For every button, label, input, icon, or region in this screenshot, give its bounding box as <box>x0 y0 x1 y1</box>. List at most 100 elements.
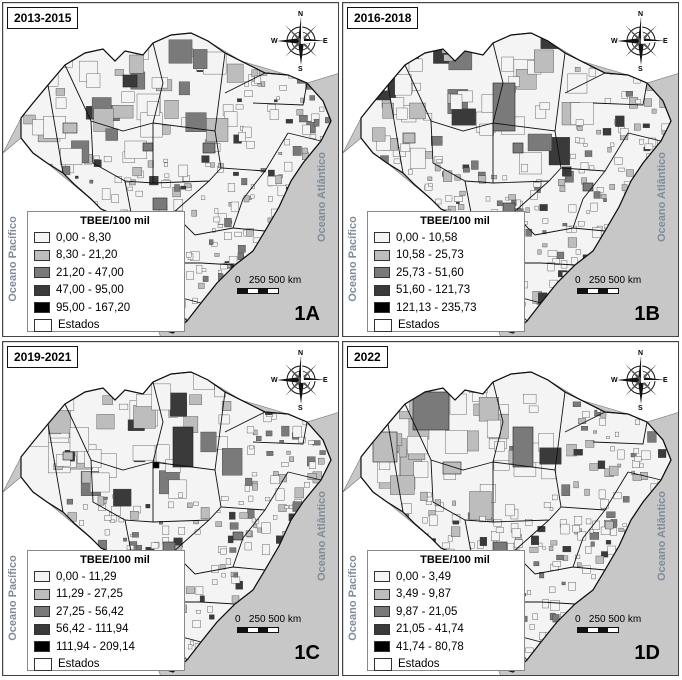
municipality <box>306 584 314 593</box>
municipality <box>180 185 187 190</box>
municipality <box>283 329 288 333</box>
municipality <box>647 572 656 583</box>
municipality <box>300 602 305 607</box>
municipality <box>191 209 197 217</box>
municipality <box>648 154 656 161</box>
state-boundary <box>572 170 606 229</box>
municipality <box>178 164 188 177</box>
municipality <box>645 188 652 195</box>
municipality <box>168 501 174 509</box>
municipality <box>630 453 637 458</box>
municipality <box>200 507 210 519</box>
municipality <box>276 292 284 301</box>
municipality <box>649 546 656 552</box>
municipality <box>445 430 468 454</box>
municipality <box>495 527 504 533</box>
municipality <box>224 232 232 240</box>
municipality <box>258 642 265 649</box>
municipality <box>161 180 171 188</box>
municipality <box>238 501 244 505</box>
municipality <box>458 204 465 210</box>
municipality <box>666 609 671 613</box>
municipality <box>293 207 297 211</box>
municipality <box>283 306 290 315</box>
compass-w: W <box>611 38 618 45</box>
municipality <box>642 220 651 232</box>
municipality <box>294 487 304 499</box>
legend: TBEE/100 mil 0,00 - 10,58 10,58 - 25,73 25,… <box>367 211 525 332</box>
municipality <box>667 186 671 190</box>
municipality-highlight <box>512 142 524 154</box>
municipality <box>325 81 331 89</box>
municipality <box>667 248 671 254</box>
state-boundary <box>152 42 164 124</box>
municipality <box>330 517 331 527</box>
municipality <box>539 632 546 640</box>
municipality <box>644 586 651 592</box>
municipality <box>105 128 118 141</box>
legend-entry-states: Estados <box>374 656 518 674</box>
municipality <box>573 305 580 310</box>
municipality <box>580 267 586 273</box>
municipality <box>147 160 154 168</box>
municipality <box>220 548 227 555</box>
municipality <box>123 537 127 542</box>
municipality <box>283 653 289 660</box>
municipality <box>186 252 192 258</box>
municipality <box>207 305 213 310</box>
municipality <box>262 296 266 301</box>
municipality <box>205 162 211 167</box>
municipality <box>583 143 588 147</box>
state-boundary <box>152 52 226 132</box>
municipality <box>429 514 438 526</box>
municipality <box>639 253 648 265</box>
municipality <box>521 164 528 173</box>
municipality <box>289 456 294 462</box>
municipality <box>279 580 287 586</box>
municipality <box>673 262 679 267</box>
municipality <box>493 519 502 527</box>
municipality <box>667 214 671 220</box>
legend-entry: 121,13 - 235,73 <box>374 299 518 317</box>
scale-bar-label: 0 250 500 km <box>575 614 642 625</box>
municipality <box>469 491 492 520</box>
municipality <box>193 520 199 525</box>
municipality <box>428 183 433 187</box>
municipality <box>616 602 621 606</box>
municipality <box>286 544 296 555</box>
municipality <box>561 331 569 333</box>
municipality <box>478 175 487 182</box>
municipality <box>605 655 613 665</box>
compass-s: S <box>298 405 303 410</box>
municipality <box>533 182 541 188</box>
municipality <box>317 426 326 434</box>
panel-label: 1B <box>634 303 660 325</box>
ocean-atlantic-label: Oceano Atlântico <box>656 490 668 582</box>
municipality <box>554 662 562 668</box>
municipality <box>266 451 274 456</box>
state-boundary <box>64 403 154 471</box>
state-boundary <box>232 170 266 229</box>
municipality <box>212 579 218 585</box>
municipality <box>607 147 612 153</box>
compass-rose-icon: N S E W <box>271 348 329 412</box>
municipality <box>427 492 432 498</box>
municipality <box>644 143 654 150</box>
municipality <box>644 98 652 107</box>
municipality <box>581 426 588 431</box>
panel-label: 1C <box>294 642 320 664</box>
compass-w: W <box>271 377 278 384</box>
municipality <box>649 497 653 502</box>
municipality <box>562 546 572 553</box>
municipality <box>630 296 636 301</box>
municipality <box>262 544 270 555</box>
state-boundary <box>224 72 266 94</box>
municipality <box>672 464 679 475</box>
municipality <box>548 545 554 551</box>
municipality <box>547 262 555 272</box>
municipality <box>315 603 321 609</box>
state-boundary <box>492 391 566 471</box>
municipality <box>324 595 331 603</box>
ocean-pacific-label: Oceano Pacífico <box>7 555 19 641</box>
municipality <box>124 177 132 183</box>
